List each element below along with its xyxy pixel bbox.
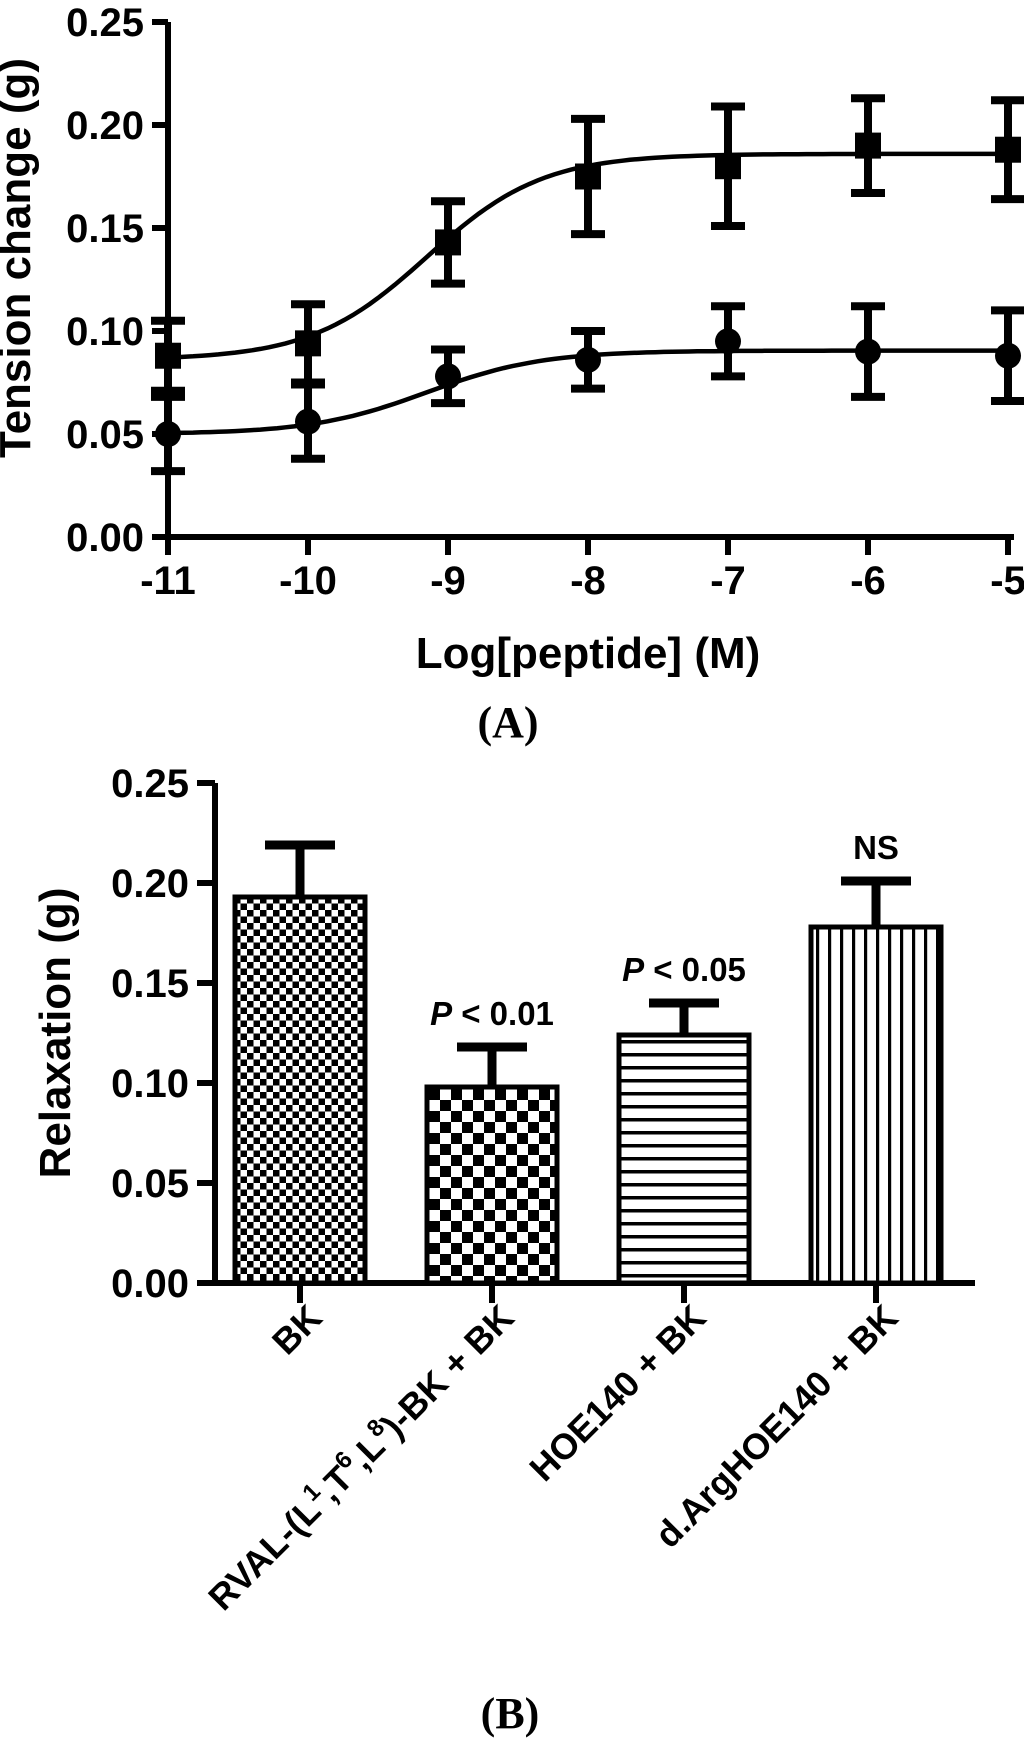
- y-tick-label: 0.10: [111, 1062, 189, 1106]
- significance-annotation: P < 0.01: [430, 995, 554, 1032]
- bar-hoe140-bk: [616, 1032, 752, 1286]
- x-tick-label: -9: [430, 559, 466, 603]
- y-tick-label: 0.15: [66, 207, 144, 251]
- bar-rval-l1-t6-l8-bk-bk: [424, 1084, 560, 1286]
- y-tick-label: 0.20: [66, 104, 144, 148]
- y-tick-label: 0.00: [111, 1262, 189, 1306]
- y-tick-label: 0.05: [111, 1162, 189, 1206]
- y-tick-label: 0.05: [66, 413, 144, 457]
- panel-b-y-axis-title: Relaxation (g): [31, 888, 80, 1179]
- y-tick-label: 0.00: [66, 516, 144, 560]
- y-tick-label: 0.25: [111, 762, 189, 806]
- panel-a-y-axis-title: Tension change (g): [0, 58, 40, 458]
- panel-a-x-axis-title: Log[peptide] (M): [416, 629, 761, 678]
- y-tick-label: 0.25: [66, 1, 144, 45]
- panel-a-label: (A): [477, 698, 538, 747]
- data-point-square: [155, 342, 181, 369]
- panel-a: 0.00 0.05 0.10 0.15 0.20 0.25 -11 -10 -9 -8 -7 -6 -5…: [0, 1, 1024, 747]
- x-tick-label: -11: [140, 559, 196, 603]
- x-tick-label: -8: [570, 559, 606, 603]
- panel-a-plot-area: 0.00 0.05 0.10 0.15 0.20 0.25 -11 -10 -9 -8 -7 -6 -5: [66, 1, 1024, 603]
- data-point-square: [855, 132, 881, 159]
- significance-annotation: NS: [853, 829, 899, 866]
- data-point-circle: [995, 342, 1021, 369]
- data-point-square: [995, 136, 1021, 163]
- data-point-circle: [435, 363, 461, 390]
- bar-bk: [232, 894, 368, 1286]
- significance-annotation: P < 0.05: [622, 951, 746, 988]
- panel-b-label: (B): [481, 1689, 540, 1738]
- x-tick-label: -6: [850, 559, 886, 603]
- data-point-circle: [855, 338, 881, 365]
- data-point-square: [435, 229, 461, 256]
- x-tick-label: -5: [990, 559, 1024, 603]
- x-tick-label: -10: [279, 559, 337, 603]
- data-point-square: [575, 163, 601, 190]
- data-point-square: [715, 153, 741, 180]
- data-point-circle: [575, 346, 601, 373]
- y-tick-label: 0.15: [111, 962, 189, 1006]
- data-point-circle: [155, 421, 181, 447]
- y-tick-label: 0.10: [66, 310, 144, 354]
- data-point-square: [295, 330, 321, 357]
- y-tick-label: 0.20: [111, 862, 189, 906]
- x-tick-label: -7: [710, 559, 746, 603]
- data-point-circle: [295, 408, 321, 435]
- data-point-circle: [715, 328, 741, 355]
- bar-d-arghoe140-bk: [808, 924, 944, 1286]
